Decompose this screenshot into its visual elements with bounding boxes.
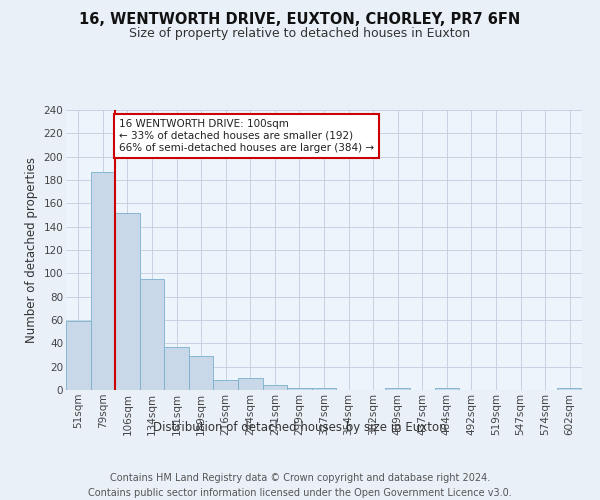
Text: 16, WENTWORTH DRIVE, EUXTON, CHORLEY, PR7 6FN: 16, WENTWORTH DRIVE, EUXTON, CHORLEY, PR… (79, 12, 521, 28)
Bar (263, 386, 287, 390)
Text: Contains HM Land Registry data © Crown copyright and database right 2024.
Contai: Contains HM Land Registry data © Crown c… (88, 472, 512, 498)
Bar (238, 378, 263, 390)
Bar (287, 388, 312, 390)
Bar (91, 172, 115, 390)
Text: 16 WENTWORTH DRIVE: 100sqm
← 33% of detached houses are smaller (192)
66% of sem: 16 WENTWORTH DRIVE: 100sqm ← 33% of deta… (119, 120, 374, 152)
Bar (312, 388, 336, 390)
Bar (434, 388, 459, 390)
Bar (385, 388, 410, 390)
Bar (557, 388, 582, 390)
Bar (66, 321, 91, 390)
Bar (214, 380, 238, 390)
Text: Size of property relative to detached houses in Euxton: Size of property relative to detached ho… (130, 28, 470, 40)
Bar (189, 356, 214, 390)
Bar (115, 212, 140, 390)
Text: Distribution of detached houses by size in Euxton: Distribution of detached houses by size … (153, 421, 447, 434)
Bar (140, 279, 164, 390)
Bar (164, 347, 189, 390)
Y-axis label: Number of detached properties: Number of detached properties (25, 157, 38, 343)
